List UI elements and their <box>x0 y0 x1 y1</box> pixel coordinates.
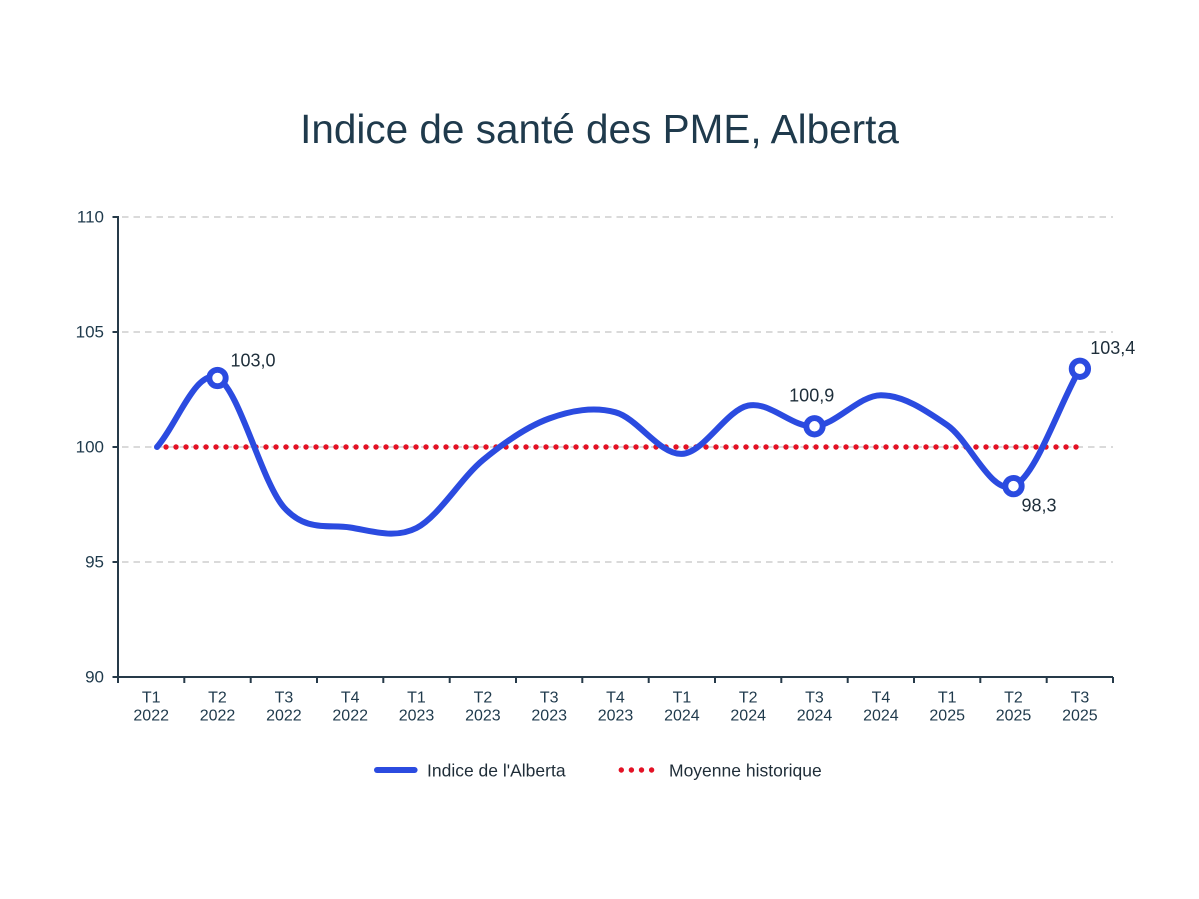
svg-text:2023: 2023 <box>531 708 567 725</box>
svg-text:98,3: 98,3 <box>1021 496 1056 516</box>
svg-text:2022: 2022 <box>332 708 368 725</box>
svg-text:T3: T3 <box>805 690 824 707</box>
svg-text:2025: 2025 <box>929 708 965 725</box>
svg-text:Moyenne historique: Moyenne historique <box>669 761 822 781</box>
svg-text:T2: T2 <box>474 690 493 707</box>
svg-text:T1: T1 <box>142 690 161 707</box>
svg-text:2023: 2023 <box>598 708 634 725</box>
svg-text:2023: 2023 <box>399 708 435 725</box>
svg-text:2022: 2022 <box>200 708 236 725</box>
svg-text:T3: T3 <box>275 690 294 707</box>
svg-text:110: 110 <box>77 208 104 227</box>
svg-text:Indice de l'Alberta: Indice de l'Alberta <box>427 761 566 781</box>
svg-text:90: 90 <box>85 668 104 687</box>
svg-text:T1: T1 <box>673 690 692 707</box>
svg-text:105: 105 <box>76 323 104 342</box>
svg-text:100: 100 <box>76 438 104 457</box>
svg-text:T2: T2 <box>1004 690 1023 707</box>
svg-text:T4: T4 <box>341 690 360 707</box>
svg-text:T2: T2 <box>739 690 758 707</box>
svg-text:2022: 2022 <box>266 708 302 725</box>
svg-text:2025: 2025 <box>1062 708 1098 725</box>
svg-text:95: 95 <box>85 553 104 572</box>
svg-text:2022: 2022 <box>133 708 169 725</box>
svg-text:103,4: 103,4 <box>1090 338 1135 358</box>
svg-text:2024: 2024 <box>664 708 700 725</box>
svg-text:T1: T1 <box>938 690 957 707</box>
svg-text:100,9: 100,9 <box>789 386 834 406</box>
svg-text:2025: 2025 <box>996 708 1032 725</box>
svg-text:2023: 2023 <box>465 708 501 725</box>
svg-text:T2: T2 <box>208 690 227 707</box>
svg-text:T3: T3 <box>540 690 559 707</box>
svg-text:T4: T4 <box>606 690 625 707</box>
svg-text:2024: 2024 <box>863 708 899 725</box>
svg-text:103,0: 103,0 <box>230 351 275 371</box>
svg-text:T4: T4 <box>872 690 891 707</box>
svg-text:Indice de santé des PME, Alber: Indice de santé des PME, Alberta <box>300 106 899 152</box>
svg-text:T1: T1 <box>407 690 426 707</box>
svg-text:2024: 2024 <box>797 708 833 725</box>
svg-text:T3: T3 <box>1071 690 1090 707</box>
svg-text:2024: 2024 <box>730 708 766 725</box>
